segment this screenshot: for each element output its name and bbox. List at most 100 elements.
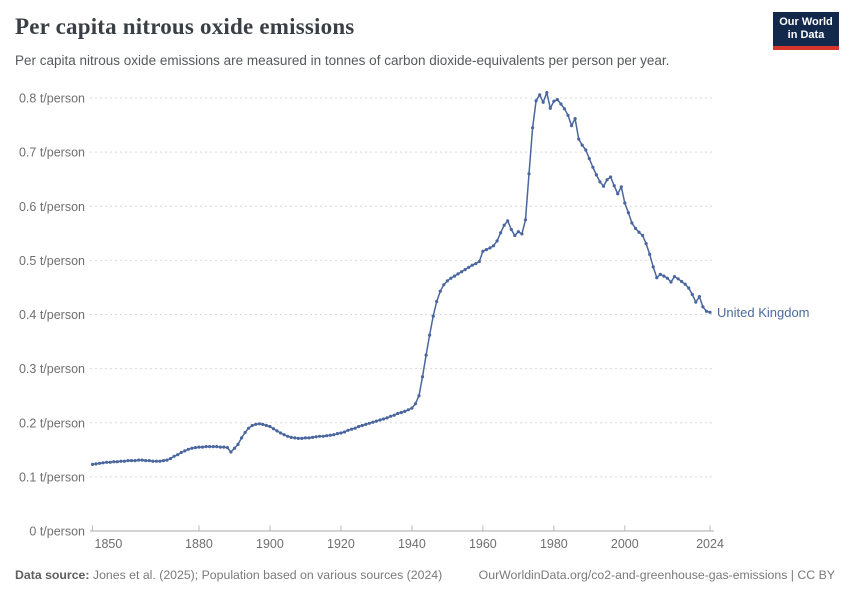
series-point[interactable]: [470, 263, 474, 267]
series-point[interactable]: [680, 279, 684, 284]
series-point[interactable]: [413, 402, 417, 406]
series-point[interactable]: [460, 270, 464, 274]
series-point[interactable]: [115, 460, 119, 464]
series-point[interactable]: [254, 422, 258, 426]
series-point[interactable]: [538, 93, 542, 97]
series-point[interactable]: [325, 434, 329, 438]
series-point[interactable]: [438, 289, 442, 293]
series-point[interactable]: [169, 456, 173, 461]
series-point[interactable]: [509, 227, 513, 232]
series-point[interactable]: [424, 353, 428, 357]
series-point[interactable]: [247, 426, 251, 430]
series-point[interactable]: [499, 231, 503, 235]
series-point[interactable]: [577, 137, 581, 141]
series-point[interactable]: [531, 126, 535, 130]
series-point[interactable]: [367, 421, 371, 425]
series-point[interactable]: [495, 239, 499, 243]
series-point[interactable]: [183, 449, 187, 453]
series-point[interactable]: [218, 445, 222, 449]
series-point[interactable]: [573, 117, 577, 121]
series-point[interactable]: [303, 436, 307, 440]
series-point[interactable]: [541, 100, 545, 104]
series-point[interactable]: [491, 244, 496, 248]
series-point[interactable]: [534, 99, 538, 103]
series-point[interactable]: [261, 422, 265, 426]
series-point[interactable]: [197, 445, 201, 449]
series-point[interactable]: [694, 300, 698, 304]
series-point[interactable]: [562, 107, 567, 111]
series-point[interactable]: [641, 233, 645, 238]
series-point[interactable]: [449, 276, 453, 280]
owid-link[interactable]: OurWorldinData.org/co2-and-greenhouse-ga…: [478, 568, 835, 582]
series-point[interactable]: [392, 413, 396, 417]
series-point[interactable]: [310, 435, 315, 439]
series-point[interactable]: [605, 178, 609, 182]
series-point[interactable]: [676, 277, 680, 281]
series-point[interactable]: [452, 274, 457, 278]
series-point[interactable]: [307, 436, 311, 440]
series-point[interactable]: [516, 230, 521, 234]
series-point[interactable]: [566, 113, 570, 117]
series-point[interactable]: [442, 283, 446, 287]
series-point[interactable]: [690, 292, 694, 297]
series-point[interactable]: [275, 429, 279, 433]
series-point[interactable]: [609, 175, 613, 179]
series-point[interactable]: [190, 446, 194, 450]
series-point[interactable]: [445, 279, 449, 283]
series-point[interactable]: [612, 184, 616, 188]
series-point[interactable]: [360, 423, 364, 428]
series-point[interactable]: [701, 305, 705, 309]
series-point[interactable]: [222, 445, 226, 449]
series-point[interactable]: [133, 459, 137, 463]
series-point[interactable]: [257, 422, 261, 426]
series-point[interactable]: [594, 173, 599, 177]
series-point[interactable]: [655, 276, 659, 280]
series-point[interactable]: [559, 102, 563, 106]
series-point[interactable]: [318, 434, 322, 438]
series-point[interactable]: [623, 201, 627, 205]
series-point[interactable]: [385, 416, 389, 420]
series-point[interactable]: [208, 445, 212, 449]
series-point[interactable]: [704, 309, 709, 313]
series-point[interactable]: [346, 428, 350, 432]
series-point[interactable]: [456, 272, 460, 276]
series-point[interactable]: [364, 422, 368, 426]
series-point[interactable]: [513, 233, 517, 238]
series-point[interactable]: [410, 406, 414, 410]
series-point[interactable]: [651, 265, 655, 269]
series-point[interactable]: [474, 262, 478, 266]
series-point[interactable]: [250, 423, 254, 428]
series-point[interactable]: [630, 221, 634, 225]
series-point[interactable]: [353, 426, 357, 430]
series-point[interactable]: [477, 259, 481, 264]
series-point[interactable]: [396, 411, 400, 416]
series-point[interactable]: [502, 223, 506, 227]
series-point[interactable]: [112, 460, 116, 464]
series-point[interactable]: [584, 148, 588, 152]
series-point[interactable]: [172, 454, 176, 458]
series-point[interactable]: [108, 460, 112, 464]
series-point[interactable]: [506, 219, 510, 223]
series-point[interactable]: [161, 459, 166, 463]
series-point[interactable]: [662, 274, 666, 278]
series-point[interactable]: [420, 375, 425, 379]
series-point[interactable]: [158, 459, 162, 463]
series-point[interactable]: [314, 435, 318, 439]
series-point[interactable]: [616, 192, 620, 196]
series-point[interactable]: [300, 436, 304, 440]
series-point[interactable]: [371, 420, 375, 424]
series-point[interactable]: [144, 459, 148, 463]
series-point[interactable]: [435, 299, 439, 304]
series-point[interactable]: [289, 435, 293, 439]
series-point[interactable]: [484, 248, 488, 252]
series-point[interactable]: [626, 211, 631, 215]
series-point[interactable]: [431, 314, 435, 318]
series-point[interactable]: [403, 409, 407, 413]
series-point[interactable]: [332, 433, 336, 437]
series-point[interactable]: [186, 447, 190, 451]
series-point[interactable]: [129, 459, 134, 463]
series-point[interactable]: [644, 242, 648, 246]
series-point[interactable]: [580, 143, 584, 147]
series-point[interactable]: [94, 462, 98, 466]
